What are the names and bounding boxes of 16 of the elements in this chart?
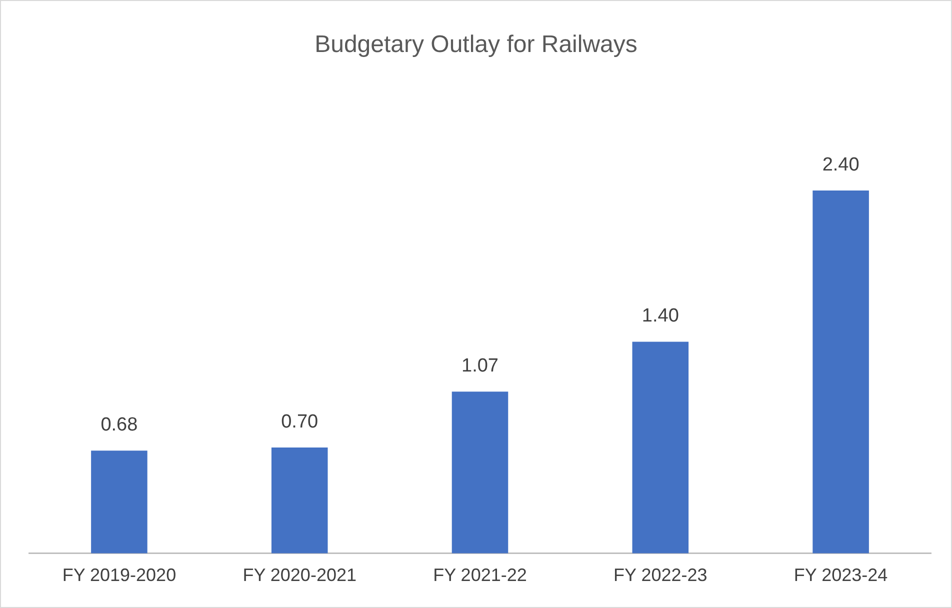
data-label: 0.68 xyxy=(100,414,138,436)
x-tick-label: FY 2020-2021 xyxy=(242,565,356,586)
bar xyxy=(91,450,148,554)
bar xyxy=(632,342,689,554)
x-tick-label: FY 2023-24 xyxy=(794,565,888,586)
x-tick-label: FY 2021-22 xyxy=(433,565,527,586)
data-label: 0.70 xyxy=(281,411,318,432)
bar xyxy=(812,190,869,554)
data-label: 1.40 xyxy=(642,305,679,326)
x-tick-label: FY 2022-23 xyxy=(614,565,708,586)
bar xyxy=(271,448,328,554)
bar xyxy=(452,392,508,554)
x-tick-label: FY 2019-2020 xyxy=(62,565,176,586)
data-label: 2.40 xyxy=(822,154,860,176)
chart-title: Budgetary Outlay for Railways xyxy=(314,31,638,58)
data-label: 1.07 xyxy=(462,355,498,376)
